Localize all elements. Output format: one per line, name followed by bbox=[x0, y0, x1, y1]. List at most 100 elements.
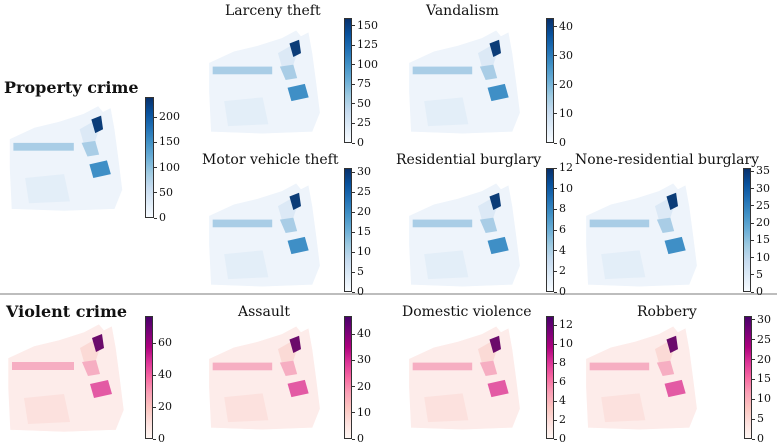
map-hotspot-southeast bbox=[487, 83, 509, 102]
colorbar-tickmark bbox=[352, 25, 355, 27]
colorbar-tickmark bbox=[554, 229, 557, 231]
colorbar-tickmark bbox=[352, 291, 355, 293]
map-hotspot-downtown bbox=[91, 115, 104, 134]
colorbar-nonres bbox=[743, 168, 751, 292]
colorbar-tickmark bbox=[352, 386, 355, 388]
colorbar-tick-label: 60 bbox=[158, 336, 172, 350]
map-hotspot-southeast bbox=[287, 236, 309, 255]
map-region-southwest bbox=[424, 393, 469, 423]
map-hotspot-southeast bbox=[487, 236, 509, 255]
colorbar-larceny bbox=[344, 18, 352, 143]
colorbar-tickmark bbox=[352, 83, 355, 85]
colorbar-tick-label: 20 bbox=[559, 77, 573, 91]
colorbar-tick-label: 8 bbox=[559, 202, 566, 216]
colorbar-tickmark bbox=[352, 412, 355, 414]
colorbar-tick-label: 150 bbox=[357, 18, 378, 32]
map-region-mission bbox=[479, 64, 498, 81]
colorbar-tick-label: 6 bbox=[559, 223, 566, 236]
colorbar-tick-label: 50 bbox=[357, 96, 371, 110]
colorbar-tickmark bbox=[752, 319, 755, 321]
colorbar-tickmark bbox=[352, 44, 355, 46]
colorbar-tickmark bbox=[554, 324, 557, 326]
choropleth-map-robbery bbox=[585, 325, 698, 431]
colorbar-tickmark bbox=[554, 438, 557, 440]
colorbar-tickmark bbox=[352, 211, 355, 213]
map-hotspot-downtown bbox=[289, 39, 301, 57]
colorbar-tick-label: 25 bbox=[756, 198, 770, 212]
colorbar-vandalism bbox=[546, 18, 554, 143]
colorbar-tickmark bbox=[554, 291, 557, 293]
colorbar-tick-label: 5 bbox=[756, 267, 763, 281]
colorbar-tick-label: 6 bbox=[559, 375, 566, 389]
panel-title-assault: Assault bbox=[238, 304, 290, 320]
colorbar-tickmark bbox=[554, 188, 557, 190]
colorbar-tickmark bbox=[752, 339, 755, 341]
colorbar-tick-label: 15 bbox=[757, 372, 771, 386]
colorbar-tickmark bbox=[153, 406, 156, 408]
colorbar-tickmark bbox=[352, 271, 355, 273]
colorbar-tick-label: 20 bbox=[756, 216, 770, 230]
choropleth-map-nonres bbox=[585, 182, 698, 288]
colorbar-tickmark bbox=[352, 438, 355, 440]
colorbar-tick-label: 25 bbox=[757, 332, 771, 346]
colorbar-tickmark bbox=[751, 257, 754, 259]
colorbar-tick-label: 20 bbox=[357, 379, 371, 393]
choropleth-map-assault bbox=[208, 325, 321, 431]
map-region-mission bbox=[656, 217, 675, 234]
panel-title-nonresidential: None-residential burglary bbox=[575, 152, 760, 168]
panel-title-residential: Residential burglary bbox=[396, 152, 542, 168]
choropleth-map-motor bbox=[208, 182, 321, 288]
map-hotspot-downtown bbox=[489, 39, 501, 57]
panel-title-domestic: Domestic violence bbox=[402, 304, 532, 320]
map-park-strip bbox=[212, 66, 273, 75]
panel-title-larceny: Larceny theft bbox=[225, 3, 321, 19]
colorbar-tickmark bbox=[554, 419, 557, 421]
colorbar-tickmark bbox=[154, 141, 157, 143]
colorbar-assault bbox=[344, 316, 352, 439]
map-region-southwest bbox=[24, 394, 70, 424]
colorbar-tick-label: 100 bbox=[357, 57, 378, 71]
colorbar-tick-label: 10 bbox=[757, 392, 771, 406]
map-park-strip bbox=[13, 142, 74, 151]
colorbar-tick-label: 0 bbox=[357, 285, 364, 298]
map-hotspot-downtown bbox=[289, 192, 301, 210]
colorbar-motor bbox=[344, 168, 352, 292]
colorbar-tick-label: 4 bbox=[559, 243, 566, 257]
colorbar-tickmark bbox=[554, 84, 557, 86]
colorbar-tick-label: 30 bbox=[559, 48, 573, 62]
map-park-strip bbox=[412, 219, 473, 228]
map-region-southwest bbox=[25, 174, 70, 204]
map-region-mission bbox=[279, 64, 298, 81]
colorbar-tick-label: 30 bbox=[357, 353, 371, 367]
map-region-mission bbox=[656, 360, 675, 377]
choropleth-map-larceny bbox=[208, 29, 321, 135]
colorbar-tickmark bbox=[352, 251, 355, 253]
map-region-mission bbox=[81, 140, 100, 157]
colorbar-tickmark bbox=[352, 171, 355, 173]
section-title-property: Property crime bbox=[4, 78, 139, 97]
choropleth-map-domestic bbox=[408, 325, 521, 431]
colorbar-tickmark bbox=[752, 438, 755, 440]
colorbar-tick-label: 10 bbox=[357, 245, 371, 258]
colorbar-tickmark bbox=[554, 167, 557, 169]
map-hotspot-downtown bbox=[666, 192, 678, 210]
map-region-southwest bbox=[424, 97, 469, 127]
colorbar-tick-label: 0 bbox=[559, 285, 566, 298]
colorbar-tickmark bbox=[751, 188, 754, 190]
colorbar-tick-label: 10 bbox=[559, 337, 573, 351]
map-region-mission bbox=[279, 217, 298, 234]
colorbar-robbery bbox=[744, 316, 752, 439]
map-region-southwest bbox=[424, 250, 469, 280]
colorbar-tickmark bbox=[153, 438, 156, 440]
colorbar-tickmark bbox=[554, 343, 557, 345]
choropleth-map-residential bbox=[408, 182, 521, 288]
colorbar-tickmark bbox=[752, 418, 755, 420]
colorbar-tick-label: 200 bbox=[159, 110, 180, 124]
colorbar-tick-label: 10 bbox=[756, 250, 770, 264]
colorbar-tickmark bbox=[352, 64, 355, 66]
map-region-southwest bbox=[601, 250, 646, 280]
colorbar-tick-label: 100 bbox=[159, 160, 180, 174]
colorbar-tick-label: 150 bbox=[159, 135, 180, 149]
colorbar-tickmark bbox=[352, 122, 355, 124]
map-region-mission bbox=[82, 360, 100, 376]
